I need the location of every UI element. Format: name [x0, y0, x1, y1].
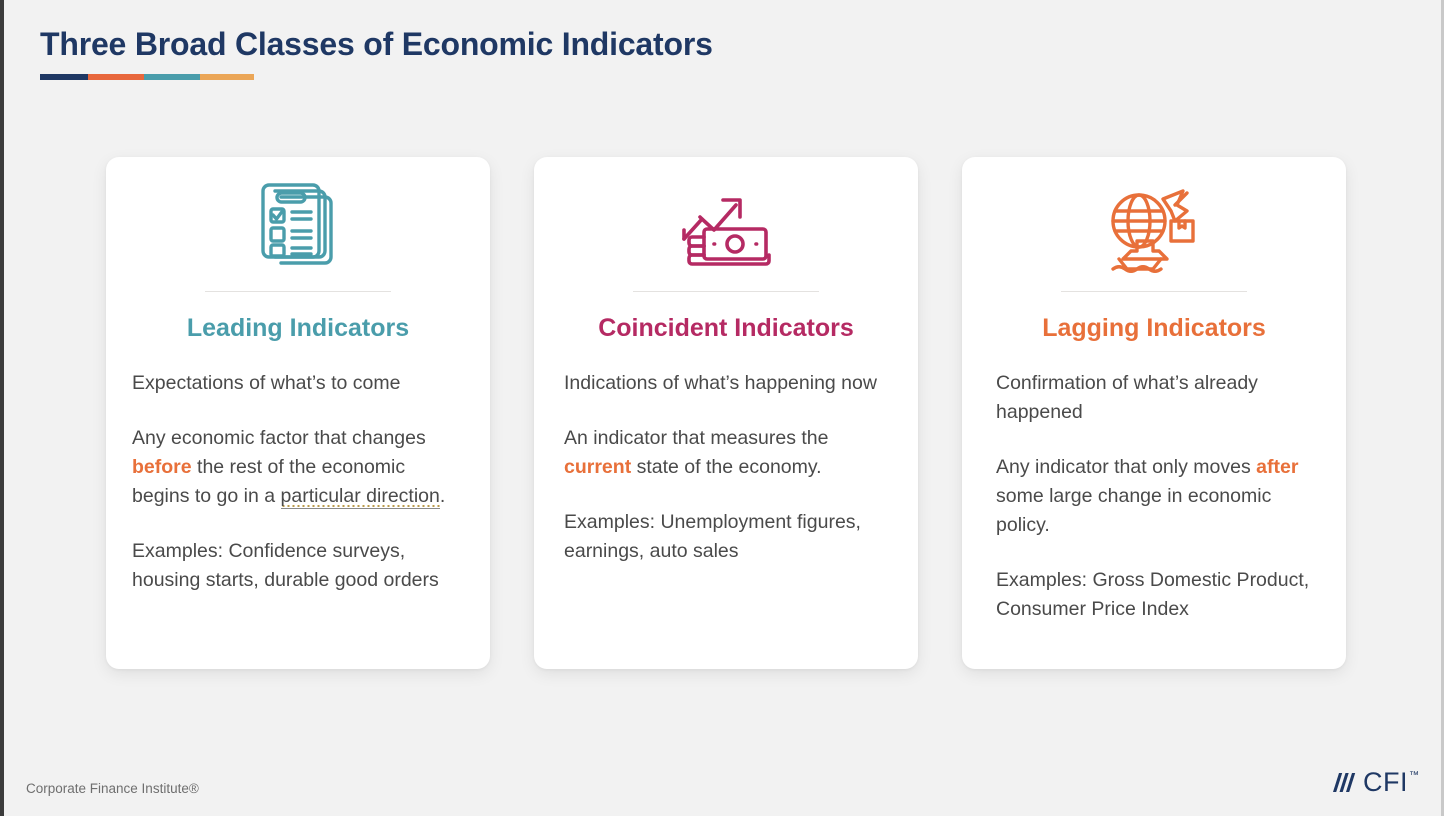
card-divider [633, 291, 819, 292]
card-detail: Any indicator that only moves after some… [988, 453, 1320, 540]
detail-lead: Any economic factor that changes [132, 427, 426, 449]
detail-tail: . [439, 485, 446, 507]
page-title: Three Broad Classes of Economic Indicato… [40, 26, 713, 62]
card-examples: Examples: Unemployment figures, earnings… [564, 511, 861, 562]
title-accent-rule [40, 74, 254, 80]
title-block: Three Broad Classes of Economic Indicato… [40, 26, 713, 80]
card-heading: Leading Indicators [186, 314, 410, 342]
indicator-cards: Leading Indicators Expectations of what’… [4, 157, 1441, 669]
accent-segment-teal [144, 74, 200, 80]
detail-highlight: before [132, 456, 192, 478]
card-definition: Expectations of what’s to come [132, 372, 401, 394]
money-growth-chart-icon [560, 177, 892, 281]
cfi-logo: CFI ™ [1329, 769, 1419, 798]
copyright-text: Corporate Finance Institute® [26, 781, 199, 796]
card-body: Indications of what’s happening now An i… [560, 369, 892, 566]
detail-lead: Any indicator that only moves [996, 456, 1257, 478]
trademark-symbol: ™ [1409, 770, 1419, 781]
accent-segment-orange [88, 74, 144, 80]
card-definition: Confirmation of what’s already happened [996, 372, 1258, 423]
card-detail: An indicator that measures the current s… [560, 424, 892, 482]
card-definition: Indications of what’s happening now [564, 372, 877, 394]
detail-middle: the rest of the economic begins to go in… [132, 456, 406, 507]
checklist-documents-icon [132, 177, 464, 281]
detail-tail: some large change in economic policy. [996, 485, 1272, 536]
detail-highlight: current [564, 456, 632, 478]
accent-segment-gold [200, 74, 254, 80]
card-heading: Lagging Indicators [1042, 314, 1266, 342]
accent-segment-navy [40, 74, 88, 80]
detail-lead: An indicator that measures the [564, 427, 829, 449]
cfi-logo-text: CFI [1363, 767, 1408, 797]
card-body: Confirmation of what’s already happened … [988, 369, 1320, 624]
card-divider [1061, 291, 1247, 292]
cfi-logo-mark-icon [1329, 769, 1359, 798]
detail-tail: state of the economy. [631, 456, 822, 478]
card-detail: Any economic factor that changes before … [132, 424, 464, 511]
card-divider [205, 291, 391, 292]
card-body: Expectations of what’s to come Any econo… [132, 369, 464, 595]
card-leading-indicators: Leading Indicators Expectations of what’… [106, 157, 490, 669]
card-lagging-indicators: Lagging Indicators Confirmation of what’… [962, 157, 1346, 669]
grammar-marked-text: particular direction [280, 485, 440, 509]
card-heading: Coincident Indicators [598, 314, 854, 342]
card-examples: Examples: Confidence surveys, housing st… [132, 540, 439, 591]
card-examples: Examples: Gross Domestic Product, Consum… [996, 569, 1310, 620]
globe-shipping-icon [988, 177, 1320, 281]
card-coincident-indicators: Coincident Indicators Indications of wha… [534, 157, 918, 669]
detail-highlight: after [1256, 456, 1299, 478]
